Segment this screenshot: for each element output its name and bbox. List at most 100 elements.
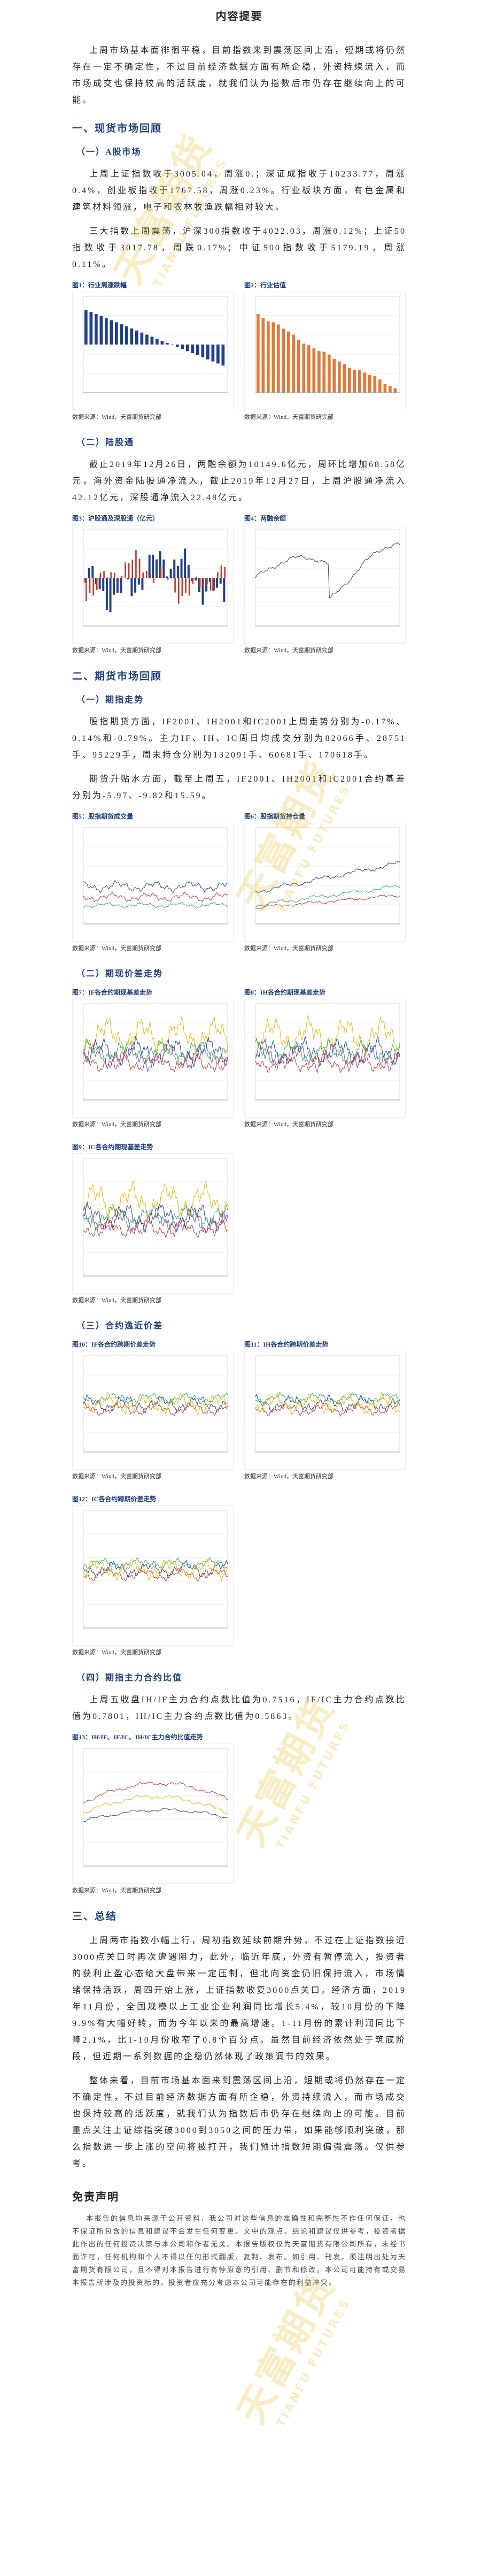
chart-bar xyxy=(127,578,129,580)
chart-bar xyxy=(109,578,112,613)
figure-source: 数据来源：Wind，天富期货研究部 xyxy=(72,647,161,654)
plot-frame xyxy=(83,1748,228,1867)
chart-bar xyxy=(110,572,112,578)
figure-caption: 图13：IH/IF、IF/IC、IH/IC主力合约比值走势 xyxy=(72,1733,203,1741)
chart-bar xyxy=(206,345,210,360)
chart-bar xyxy=(159,551,161,578)
paragraph: 期货升贴水方面，截至上周五，IF2001、IH2001和IC2001合约基差分别… xyxy=(72,775,406,800)
chart-bar xyxy=(287,331,290,393)
doc-title: 内容提要 xyxy=(215,11,263,22)
chart-bar xyxy=(389,386,392,393)
plot-frame xyxy=(255,827,400,924)
chart-bar xyxy=(201,345,205,357)
chart-image xyxy=(72,1351,234,1470)
figure: 图11：IH各合约跨期价差走势 数据来源：Wind，天富期货研究部 xyxy=(244,1340,406,1480)
subsection-heading: （三）合约逸近价差 xyxy=(76,1321,164,1331)
chart-bar xyxy=(176,345,179,347)
chart-bar xyxy=(138,559,141,578)
chart-line xyxy=(83,1392,228,1416)
chart-line xyxy=(83,1795,228,1815)
figure: 图12：IC各合约跨期价差走势 数据来源：Wind，天富期货研究部 xyxy=(72,1494,234,1656)
chart-image xyxy=(72,1744,234,1884)
chart-bar xyxy=(176,565,179,578)
subsection-heading: （四）期指主力合约比值 xyxy=(76,1673,183,1683)
chart-bar xyxy=(177,578,180,604)
chart-bar xyxy=(150,337,154,345)
section-heading: 二、期货市场回顾 xyxy=(72,671,162,682)
chart-image xyxy=(72,292,234,410)
chart-line xyxy=(83,1016,228,1056)
chart-bar xyxy=(213,578,215,590)
chart-bar xyxy=(378,379,382,393)
chart-line xyxy=(83,1808,228,1822)
chart-bar xyxy=(152,554,154,578)
chart-bar xyxy=(277,324,280,393)
chart-bar xyxy=(134,578,137,593)
section-heading: 三、总结 xyxy=(72,1911,118,1922)
chart-line xyxy=(83,1401,228,1416)
chart-bar xyxy=(169,569,172,578)
chart-bar xyxy=(173,559,176,578)
chart-bar xyxy=(198,578,200,592)
plot-frame xyxy=(255,529,400,626)
figure-source: 数据来源：Wind，天富期货研究部 xyxy=(244,1121,333,1128)
chart-bar xyxy=(217,572,219,578)
chart-bar xyxy=(148,554,151,578)
chart-bar xyxy=(98,578,101,589)
section-heading: 一、现货市场回顾 xyxy=(72,123,162,134)
figure-caption: 图2：行业估值 xyxy=(244,281,286,289)
chart-bar xyxy=(116,578,119,593)
disclaimer-text: 本报告的信息均来源于公开资料，我公司对这些信息的准确性和完整性不作任何保证，也不… xyxy=(72,2214,406,2287)
chart-line xyxy=(83,1202,228,1234)
chart-bar xyxy=(149,574,151,578)
subsection-heading: （一）A股市场 xyxy=(76,148,142,157)
figure-row: 图13：IH/IF、IF/IC、IH/IC主力合约比值走势 数据来源：Wind，天… xyxy=(72,1732,406,1894)
chart-image xyxy=(244,292,406,410)
chart-bar xyxy=(191,345,195,354)
plot-frame xyxy=(83,827,228,924)
chart-bar xyxy=(188,578,190,596)
figure: 图9：IC各合约期现基差走势 数据来源：Wind，天富期货研究部 xyxy=(72,1142,234,1304)
chart-bar xyxy=(393,388,397,393)
chart-bar xyxy=(257,314,260,393)
figure-source: 数据来源：Wind，天富期货研究部 xyxy=(244,1473,333,1480)
chart-image xyxy=(72,1153,234,1294)
chart-bar xyxy=(84,578,87,583)
chart-bar xyxy=(185,578,187,593)
chart-bar xyxy=(343,364,346,393)
chart-line xyxy=(83,1217,228,1239)
chart-line xyxy=(83,891,228,903)
chart-bar xyxy=(131,560,134,578)
chart-bar xyxy=(164,575,165,578)
chart-bar xyxy=(196,576,197,578)
watermark-en: TIANFU FUTURES xyxy=(274,2296,353,2430)
chart-bar xyxy=(135,330,138,345)
chart-bar xyxy=(135,549,137,578)
chart-bar xyxy=(120,578,122,593)
chart-bar xyxy=(216,578,219,588)
figure-source: 数据来源：Wind，天富期货研究部 xyxy=(72,1887,161,1894)
chart-bar xyxy=(102,578,105,592)
figure-caption: 图4：两融余额 xyxy=(244,515,286,522)
chart-bar xyxy=(206,578,208,584)
chart-line xyxy=(255,861,400,893)
paragraph: 三大指数上周震荡，沪深300指数收于4022.03，周涨0.12%；上证50指数… xyxy=(72,227,406,269)
chart-bar xyxy=(156,559,158,578)
chart-bar xyxy=(125,562,126,578)
plot-frame xyxy=(83,1158,228,1276)
paragraph: 上周两市指数小幅上行，周初指数延续前期升势，不过在上证指数接近3000点关口时再… xyxy=(72,1936,406,2061)
figure-source: 数据来源：Wind，天富期货研究部 xyxy=(72,945,161,952)
chart-bar xyxy=(219,578,222,584)
plot-frame xyxy=(83,1003,228,1100)
chart-bar xyxy=(199,578,201,587)
chart-bar xyxy=(348,368,351,393)
chart-bar xyxy=(141,578,144,590)
figure-caption: 图7：IF各合约期现基差走势 xyxy=(72,989,153,996)
chart-bar xyxy=(282,328,285,393)
figure-row: 图9：IC各合约期现基差走势 数据来源：Wind，天富期货研究部 xyxy=(72,1142,406,1304)
chart-line xyxy=(83,1038,228,1066)
chart-bar xyxy=(99,316,103,345)
chart-bar xyxy=(221,345,225,366)
chart-image xyxy=(244,525,406,644)
chart-bar xyxy=(146,571,148,578)
